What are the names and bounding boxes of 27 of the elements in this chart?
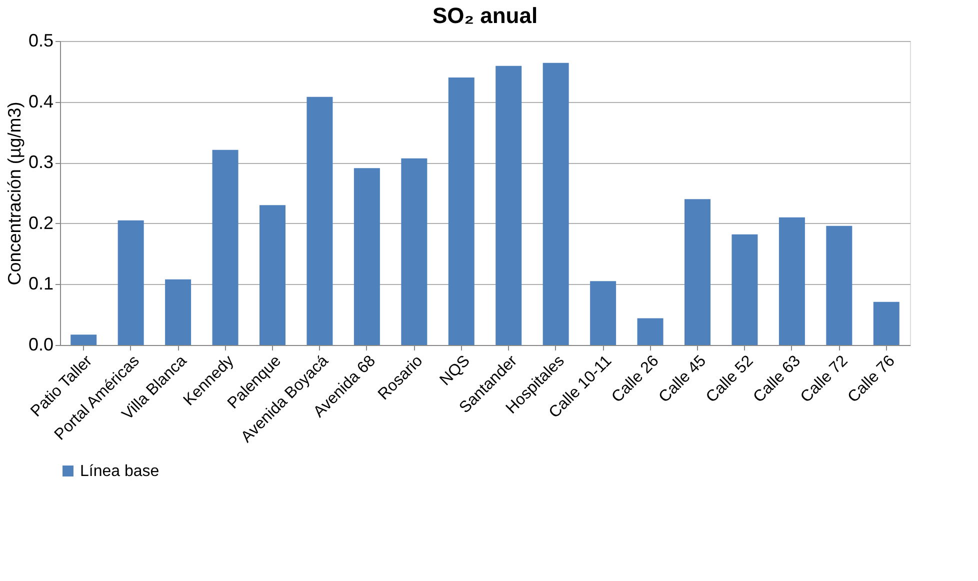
y-tick-label: 0.5 <box>28 30 54 50</box>
legend-label: Línea base <box>80 463 160 480</box>
bar <box>637 318 664 345</box>
bar <box>70 334 97 345</box>
y-tick-label: 0.3 <box>28 152 54 172</box>
bar <box>354 168 380 345</box>
bar <box>684 199 710 345</box>
y-tick-label: 0.1 <box>28 274 54 294</box>
bar <box>732 234 758 345</box>
bar <box>778 217 805 345</box>
bar <box>590 281 616 345</box>
bar <box>496 66 522 345</box>
chart-title: SO₂ anual <box>432 3 538 28</box>
bar <box>165 279 192 345</box>
bar <box>542 62 569 345</box>
bar <box>118 220 144 345</box>
bar <box>826 226 852 345</box>
bar <box>212 150 238 345</box>
bar <box>401 158 428 345</box>
bar <box>306 96 333 345</box>
y-axis-title: Concentración (µg/m3) <box>4 102 24 286</box>
bar <box>448 77 474 345</box>
y-tick-label: 0.0 <box>28 334 54 354</box>
bar <box>873 302 900 345</box>
y-tick-label: 0.4 <box>28 91 54 112</box>
bar <box>260 205 286 345</box>
y-tick-label: 0.2 <box>28 212 54 233</box>
